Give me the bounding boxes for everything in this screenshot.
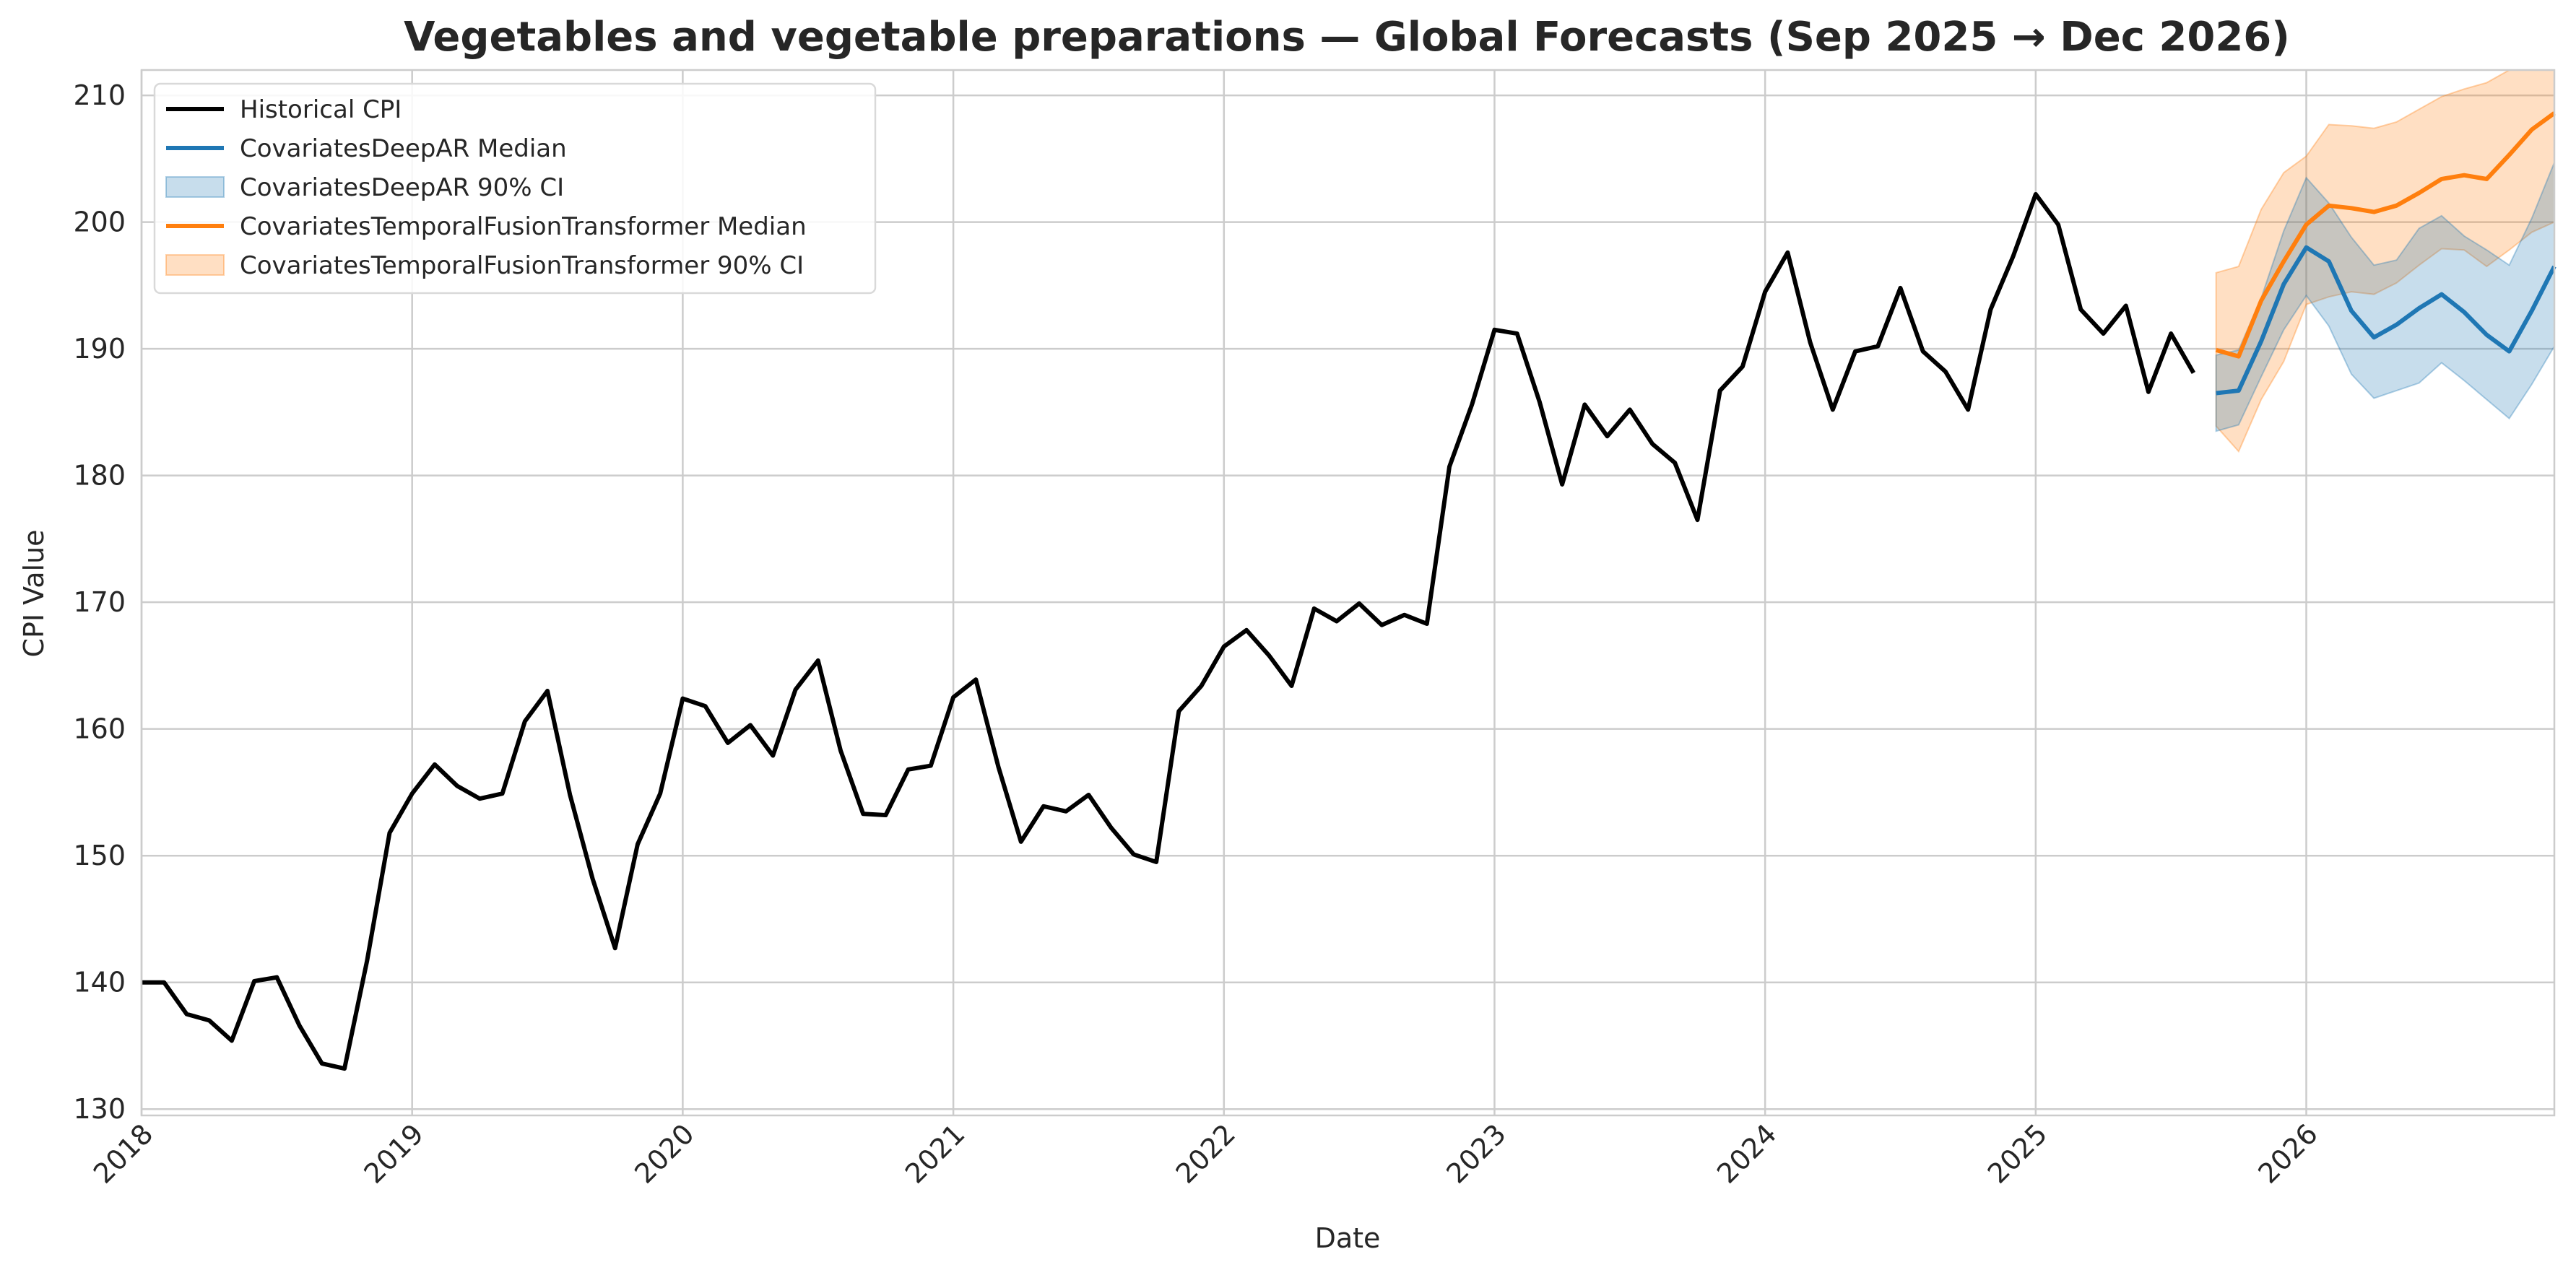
legend-deepar-ci-label: CovariatesDeepAR 90% CI xyxy=(240,173,564,202)
legend: Historical CPI CovariatesDeepAR Median Cov… xyxy=(153,82,877,295)
legend-deepar-median-label: CovariatesDeepAR Median xyxy=(240,134,567,163)
legend-tft-ci-swatch xyxy=(165,254,225,276)
chart-title: Vegetables and vegetable preparations — … xyxy=(404,14,2290,61)
y-axis-label: CPI Value xyxy=(18,529,50,657)
y-axis: 130 140 150 160 170 180 190 200 210 xyxy=(73,79,126,1125)
legend-box xyxy=(153,82,877,295)
legend-deepar-ci-swatch xyxy=(165,176,225,198)
legend-tft-ci-label: CovariatesTemporalFusionTransformer 90% … xyxy=(240,251,804,280)
y-tick-label: 170 xyxy=(73,586,126,618)
median-line-tft xyxy=(2215,111,2556,359)
y-tick-label: 160 xyxy=(73,713,126,745)
y-tick-label: 140 xyxy=(73,967,126,998)
y-tick-label: 150 xyxy=(73,840,126,871)
historical-cpi-line xyxy=(142,192,2196,1071)
y-tick-label: 180 xyxy=(73,460,126,492)
median-line-deepar xyxy=(2216,245,2557,396)
legend-tft-median-label: CovariatesTemporalFusionTransformer Medi… xyxy=(240,212,807,241)
legend-historical-label: Historical CPI xyxy=(240,95,402,124)
y-tick-label: 210 xyxy=(73,79,126,111)
y-tick-label: 190 xyxy=(73,333,126,365)
y-tick-label: 130 xyxy=(73,1093,126,1125)
x-axis-label: Date xyxy=(1315,1222,1381,1254)
y-tick-label: 200 xyxy=(73,206,126,238)
plot-frame xyxy=(140,69,2556,1117)
